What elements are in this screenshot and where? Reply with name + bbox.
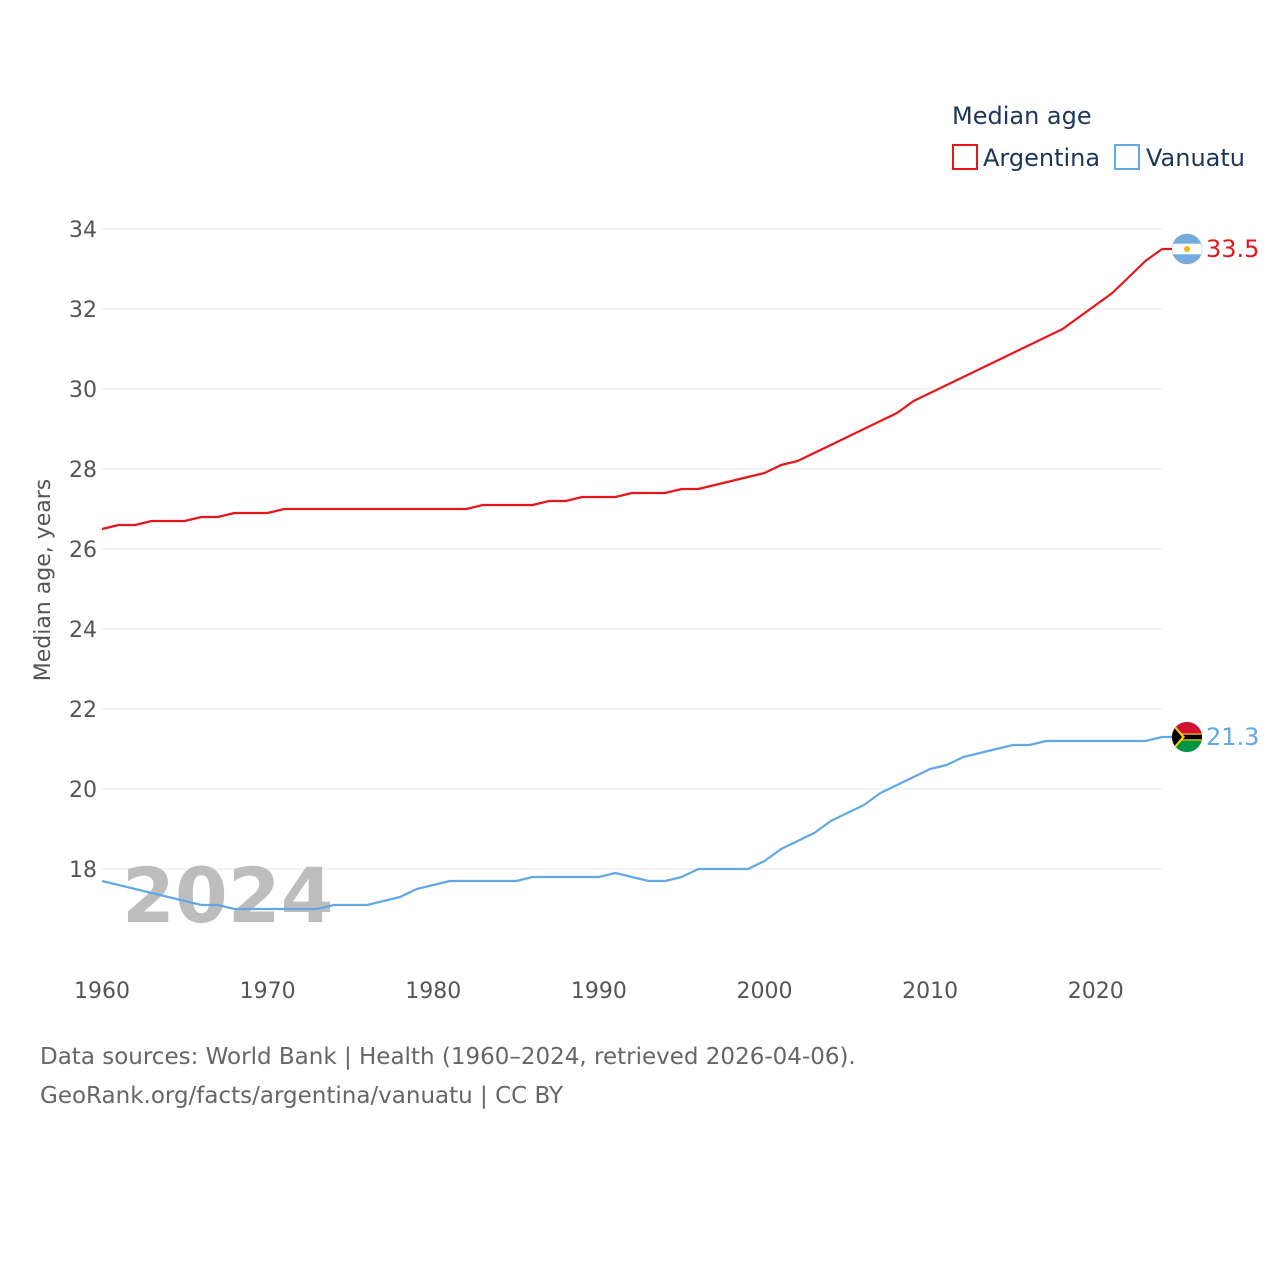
vanuatu-flag-icon <box>1171 721 1203 753</box>
y-tick-label: 30 <box>69 378 97 403</box>
y-axis: 18 20 22 24 26 28 30 32 34 <box>69 218 97 883</box>
series-lines <box>101 248 1163 911</box>
year-watermark: 2024 <box>122 851 334 940</box>
x-tick-label: 1960 <box>74 979 130 1004</box>
source-link[interactable]: GeoRank.org/facts/argentina/vanuatu | CC… <box>40 1083 564 1109</box>
x-tick-label: 2010 <box>902 979 958 1004</box>
x-tick-label: 2000 <box>737 979 793 1004</box>
data-sources-note: Data sources: World Bank | Health (1960–… <box>40 1044 856 1070</box>
gridlines <box>102 228 1162 870</box>
end-value-label-vanuatu: 21.3 <box>1206 723 1259 751</box>
y-tick-label: 26 <box>69 538 97 563</box>
y-tick-label: 24 <box>69 618 97 643</box>
line-chart: 18 20 22 24 26 28 30 32 34 1960 1970 1980 1990 2000 2… <box>31 102 1259 1004</box>
x-axis: 1960 1970 1980 1990 2000 2010 2020 <box>74 979 1124 1004</box>
x-tick-label: 1990 <box>571 979 627 1004</box>
series-line-vanuatu[interactable] <box>101 735 1163 911</box>
legend-swatch-vanuatu <box>1114 144 1140 170</box>
legend-swatch-argentina <box>952 144 978 170</box>
legend-item-vanuatu[interactable]: Vanuatu <box>1114 144 1245 172</box>
argentina-flag-icon <box>1171 233 1203 265</box>
legend-item-argentina[interactable]: Argentina <box>952 144 1100 172</box>
x-tick-label: 2020 <box>1068 979 1124 1004</box>
y-tick-label: 18 <box>69 858 97 883</box>
x-tick-label: 1970 <box>240 979 296 1004</box>
legend: Median age Argentina Vanuatu <box>952 102 1245 172</box>
y-axis-title: Median age, years <box>31 479 56 682</box>
legend-title: Median age <box>952 102 1092 130</box>
y-tick-label: 28 <box>69 458 97 483</box>
x-tick-label: 1980 <box>405 979 461 1004</box>
y-tick-label: 32 <box>69 298 97 323</box>
y-tick-label: 34 <box>69 218 97 243</box>
legend-label-argentina: Argentina <box>983 144 1100 172</box>
series-line-argentina[interactable] <box>101 248 1163 531</box>
end-value-label-argentina: 33.5 <box>1206 235 1259 263</box>
legend-label-vanuatu: Vanuatu <box>1146 144 1245 172</box>
y-tick-label: 20 <box>69 778 97 803</box>
end-labels: 33.5 21.3 <box>1162 233 1259 753</box>
y-tick-label: 22 <box>69 698 97 723</box>
